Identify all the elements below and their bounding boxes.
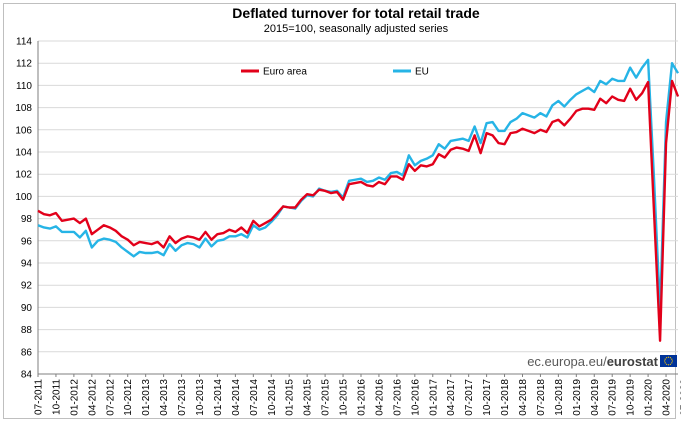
series-line-eu (37, 58, 680, 312)
x-tick-label: 07-2011 (34, 379, 45, 415)
x-tick-label: 07-2012 (105, 379, 116, 416)
x-tick-label: 10-2013 (195, 379, 206, 416)
chart-title: Deflated turnover for total retail trade (232, 5, 480, 21)
y-axis: 84 86 88 90 92 94 96 98 100 102 104 106 108 110 112 114 (15, 37, 32, 381)
eu-flag-stars-icon (664, 356, 673, 366)
x-tick-label: 04-2015 (303, 379, 314, 416)
x-tick-label: 01-2012 (69, 379, 80, 416)
x-tick-label: 01-2018 (500, 379, 511, 416)
y-tick-label: 102 (15, 170, 32, 181)
x-tick-label: 10-2018 (554, 379, 565, 416)
chart-frame (3, 3, 676, 419)
x-tick-label: 07-2013 (177, 379, 188, 416)
y-tick-label: 86 (21, 347, 33, 358)
x-tick-label: 01-2014 (213, 379, 224, 416)
legend: Euro area EU (241, 67, 429, 78)
eu-star-icon (666, 363, 668, 365)
x-tick-label: 07-2017 (464, 379, 475, 416)
source-text: ec.europa.eu/eurostat (527, 354, 658, 369)
x-tick-label: 07-2016 (392, 379, 403, 416)
eu-flag-icon (660, 355, 677, 367)
y-tick-label: 94 (21, 259, 33, 270)
legend-label-euro-area: Euro area (263, 67, 307, 78)
x-axis: 07-2011 10-2011 01-2012 04-2012 07-2012 10-20… (34, 374, 681, 416)
x-tick-label: 01-2019 (572, 379, 583, 416)
x-tick-label: 04-2012 (87, 379, 98, 416)
x-tick-label: 07-2014 (249, 379, 260, 416)
x-tick-label: 04-2014 (231, 379, 242, 416)
gridlines (37, 40, 678, 375)
x-tick-label: 07-2019 (608, 379, 619, 416)
chart-subtitle: 2015=100, seasonally adjusted series (264, 23, 449, 35)
y-tick-label: 84 (21, 370, 33, 381)
x-tick-label: 10-2017 (482, 379, 493, 416)
x-tick-label: 01-2017 (428, 379, 439, 416)
x-tick-label: 01-2013 (141, 379, 152, 416)
eu-star-icon (669, 363, 672, 365)
x-tick-label: 04-2018 (518, 379, 529, 416)
series-lines (37, 58, 680, 342)
x-tick-label: 10-2019 (626, 379, 637, 416)
y-tick-label: 106 (15, 125, 32, 136)
x-tick-label: 04-2019 (590, 379, 601, 416)
eu-star-icon (671, 358, 673, 360)
y-tick-label: 98 (21, 214, 33, 225)
eu-star-icon (669, 357, 672, 359)
x-tick-label: 04-2016 (374, 379, 385, 416)
eu-star-icon (671, 362, 673, 364)
y-tick-label: 104 (15, 148, 32, 159)
y-tick-label: 92 (21, 281, 33, 292)
legend-label-eu: EU (415, 67, 429, 78)
eu-star-icon (666, 357, 668, 359)
eu-star-icon (664, 360, 666, 362)
eu-star-icon (671, 360, 673, 362)
x-tick-label: 01-2016 (356, 379, 367, 416)
x-tick-label: 01-2015 (285, 379, 296, 416)
x-tick-label: 04-2017 (446, 379, 457, 416)
eu-star-icon (667, 356, 670, 358)
y-tick-label: 110 (16, 81, 32, 92)
x-tick-label: 10-2015 (339, 379, 350, 416)
x-tick-label: 07-2015 (321, 379, 332, 416)
eu-star-icon (667, 364, 670, 366)
y-tick-label: 90 (21, 303, 33, 314)
source-brand: eurostat (607, 354, 659, 369)
x-tick-label: 04-2013 (159, 379, 170, 416)
source-prefix: ec.europa.eu/ (527, 354, 607, 369)
eu-star-icon (664, 358, 666, 360)
y-tick-label: 112 (16, 59, 32, 70)
x-tick-label: 10-2016 (410, 379, 421, 416)
y-tick-label: 114 (16, 37, 32, 48)
y-tick-label: 96 (21, 236, 33, 247)
source-credit: ec.europa.eu/eurostat (527, 354, 677, 369)
x-tick-label: 01-2020 (644, 379, 655, 416)
eu-star-icon (664, 362, 666, 364)
x-tick-label: 10-2011 (51, 379, 62, 415)
x-tick-label: 10-2012 (123, 379, 134, 416)
x-tick-label: 10-2014 (267, 379, 278, 416)
series-line-euro-area (37, 79, 680, 342)
y-tick-label: 88 (21, 325, 33, 336)
x-tick-label: 07-2020 (679, 379, 681, 416)
x-tick-label: 04-2020 (662, 379, 673, 416)
y-tick-label: 108 (15, 103, 32, 114)
x-tick-label: 07-2018 (536, 379, 547, 416)
y-tick-label: 100 (15, 192, 32, 203)
